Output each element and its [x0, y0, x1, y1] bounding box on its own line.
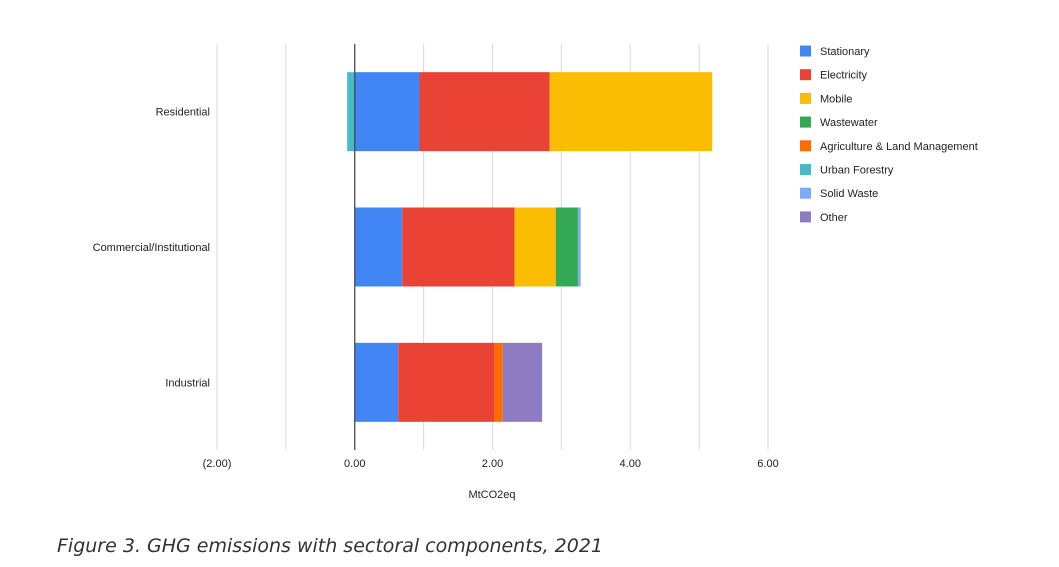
bars [347, 72, 713, 422]
legend-swatch [800, 187, 811, 199]
bar-segment [419, 72, 550, 152]
bar-segment [514, 207, 556, 287]
x-axis-label: MtCO2eq [468, 489, 515, 501]
bar-segment [354, 342, 399, 422]
bar-segment [402, 207, 515, 287]
x-tick-label: 6.00 [757, 458, 778, 470]
category-label: Industrial [165, 377, 210, 389]
bar-segment [577, 207, 581, 287]
legend-label: Agriculture & Land Management [820, 141, 978, 153]
legend-swatch [800, 69, 811, 81]
legend-swatch [800, 116, 811, 128]
legend-swatch [800, 164, 811, 175]
legend-swatch [800, 92, 811, 104]
bar-segment [398, 342, 495, 422]
bar-segment [354, 72, 420, 152]
bar-segment [347, 72, 355, 152]
legend: Stationary Electricity Mobile Wastewater Agr… [800, 45, 978, 224]
legend-label: Solid Waste [820, 188, 878, 200]
legend-swatch [800, 140, 811, 152]
bar-segment [354, 207, 403, 287]
x-tick-label: 0.00 [344, 458, 365, 470]
bar-segment [494, 342, 503, 422]
figure-caption: Figure 3. GHG emissions with sectoral co… [57, 535, 603, 557]
category-labels: Residential Commercial/Institutional Indus… [93, 107, 210, 390]
legend-label: Stationary [820, 46, 870, 58]
legend-label: Urban Forestry [820, 165, 894, 177]
bar-segment [555, 207, 578, 287]
category-label: Residential [156, 107, 210, 119]
bar-segment [549, 72, 713, 152]
legend-label: Other [820, 212, 848, 224]
x-tick-label: 4.00 [620, 458, 641, 470]
x-tick-label: (2.00) [203, 458, 232, 470]
legend-label: Wastewater [820, 117, 878, 129]
legend-label: Mobile [820, 93, 852, 105]
legend-swatch [800, 211, 811, 223]
legend-label: Electricity [820, 70, 868, 82]
category-label: Commercial/Institutional [93, 242, 210, 254]
x-tick-labels: (2.00) 0.00 2.00 4.00 6.00 [203, 458, 779, 470]
x-tick-label: 2.00 [482, 458, 503, 470]
bar-segment [502, 342, 543, 422]
legend-swatch [800, 45, 811, 57]
